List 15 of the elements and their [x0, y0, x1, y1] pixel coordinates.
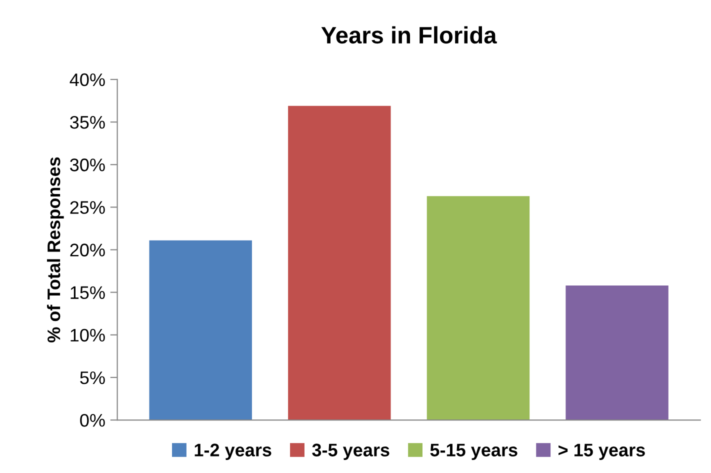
y-tick-label: 40%: [70, 73, 105, 86]
y-axis-title: % of Total Responses: [46, 157, 64, 342]
y-tick-label: 5%: [80, 371, 105, 384]
legend-label: 3-5 years: [312, 444, 390, 460]
legend-label: > 15 years: [558, 444, 645, 460]
y-tick-label: 30%: [70, 158, 105, 172]
y-tick-label: 15%: [70, 286, 105, 300]
y-tick-label: 20%: [70, 244, 105, 256]
y-tick-label: 10%: [70, 328, 105, 342]
y-tick-label: 0%: [80, 414, 105, 427]
y-tick-label: 25%: [70, 201, 105, 214]
chart-title: Years in Florida: [321, 26, 497, 44]
legend-label: 5-15 years: [430, 444, 518, 460]
legend-label: 1-2 years: [194, 444, 272, 460]
y-tick-label: 35%: [70, 116, 105, 129]
